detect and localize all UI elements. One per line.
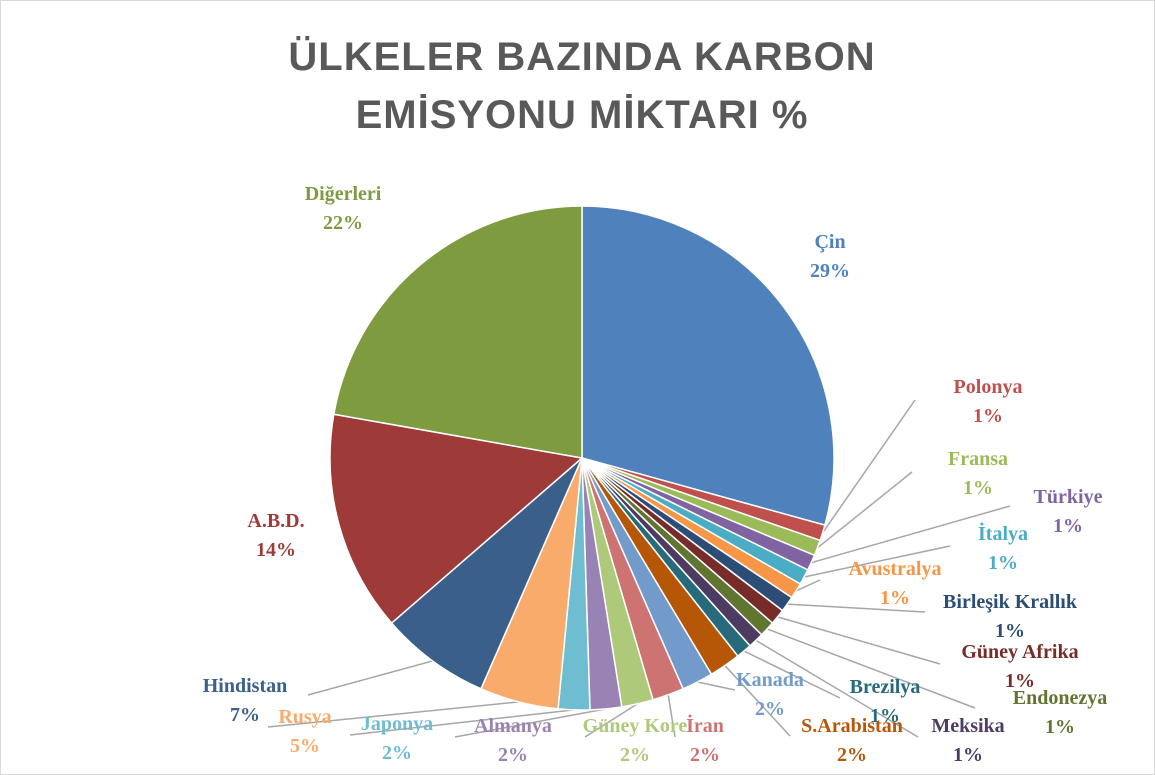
slice-label: İran — [686, 713, 724, 737]
slice-label: Fransa — [948, 448, 1008, 470]
slice-label: Birleşik Krallık — [943, 591, 1078, 613]
slice-value-label: 22% — [323, 212, 363, 234]
leader-line — [822, 399, 916, 534]
slice-value-label: 1% — [973, 405, 1003, 427]
slice-value-label: 29% — [810, 260, 850, 282]
leader-line — [743, 650, 841, 699]
leader-line — [766, 628, 976, 709]
slice-value-label: 1% — [1053, 515, 1083, 537]
leader-line — [787, 603, 926, 613]
slice-label: Japonya — [361, 713, 433, 735]
leader-line — [811, 505, 1011, 564]
slice-value-label: 1% — [988, 552, 1018, 574]
leader-line — [777, 616, 941, 665]
pie-slice — [329, 413, 584, 625]
slice-value-label: 2% — [690, 744, 720, 766]
pie-slice — [390, 457, 583, 690]
slice-value-label: 1% — [870, 705, 900, 727]
slice-value-label: 1% — [963, 477, 993, 499]
leader-line — [697, 681, 736, 691]
leader-line — [349, 709, 575, 736]
slice-label: Rusya — [278, 706, 331, 728]
slice-label: Çin — [814, 231, 845, 253]
slice-label: Meksika — [931, 715, 1004, 737]
slice-value-label: 7% — [230, 704, 260, 726]
leader-line — [755, 639, 919, 738]
slice-label: Avustralya — [849, 558, 942, 580]
slice-label: Güney Afrika — [961, 641, 1078, 663]
slice-value-label: 2% — [620, 744, 650, 766]
slice-value-label: 1% — [880, 587, 910, 609]
leader-line — [667, 694, 676, 738]
slice-label: Diğerleri — [305, 183, 382, 205]
slice-label: Endonezya — [1013, 687, 1107, 709]
leader-line — [267, 701, 519, 728]
slice-value-label: 2% — [382, 742, 412, 764]
leader-line — [816, 471, 913, 549]
slice-label: İtalya — [978, 521, 1028, 545]
slice-label: Almanya — [474, 715, 552, 737]
slice-value-label: 1% — [995, 620, 1025, 642]
pie-slice — [332, 205, 583, 459]
slice-label: A.B.D. — [247, 510, 304, 532]
slice-value-label: 5% — [290, 735, 320, 757]
slice-label: Hindistan — [203, 675, 287, 697]
slice-label: Polonya — [954, 376, 1023, 398]
slice-label: S.Arabistan — [801, 715, 903, 737]
slice-label: Kanada — [736, 669, 804, 691]
leaders — [267, 399, 1011, 738]
leader-line — [584, 703, 638, 738]
slice-value-label: 2% — [837, 744, 867, 766]
pie-slice — [581, 205, 835, 527]
slice-value-label: 14% — [256, 539, 296, 561]
slice-label: Brezilya — [850, 676, 921, 698]
slice-value-label: 1% — [1045, 716, 1075, 738]
slice-value-label: 2% — [755, 698, 785, 720]
slice-value-label: 2% — [498, 744, 528, 766]
slice-label: Türkiye — [1034, 486, 1103, 508]
leader-line — [454, 708, 607, 738]
leader-line — [724, 665, 791, 737]
leader-line — [795, 579, 821, 592]
leader-line — [307, 660, 433, 696]
slice-value-label: 1% — [1005, 670, 1035, 692]
slice-label: Güney Kore — [583, 715, 688, 737]
chart-title: ÜLKELER BAZINDA KARBON EMİSYONU MİKTARI … — [288, 35, 876, 137]
slice-value-label: 1% — [953, 744, 983, 766]
leader-line — [803, 545, 951, 578]
